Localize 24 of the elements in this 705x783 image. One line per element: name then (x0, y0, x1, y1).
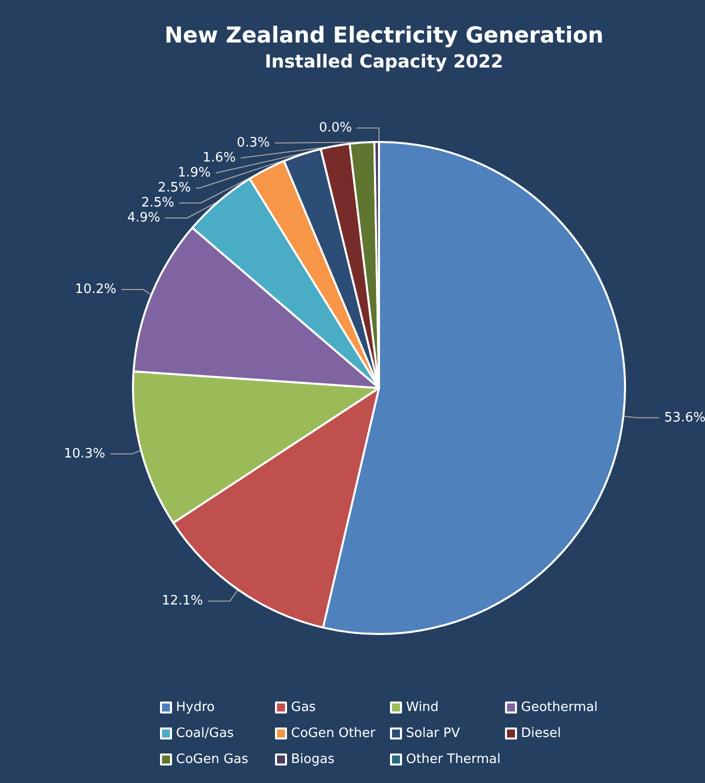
legend-label: CoGen Other (291, 726, 376, 741)
data-label: 0.3% (236, 136, 270, 150)
data-label: 12.1% (162, 594, 204, 609)
data-label: 53.6% (664, 410, 705, 426)
data-label: 4.9% (127, 210, 160, 226)
data-label: 10.2% (75, 282, 116, 298)
legend-label: CoGen Gas (176, 752, 249, 767)
data-label: 2.5% (158, 180, 191, 196)
legend-label: Biogas (291, 752, 335, 767)
chart-subtitle: Installed Capacity 2022 (264, 52, 504, 72)
data-label: 10.3% (64, 446, 106, 462)
legend-label: Geothermal (521, 700, 598, 715)
text: 0.0% (318, 120, 352, 136)
legend-label: Diesel (521, 726, 562, 741)
legend-label: Gas (291, 700, 316, 715)
data-label: 1.9% (178, 166, 211, 180)
legend-label: Other Thermal (406, 752, 501, 767)
legend-label: Hydro (176, 700, 215, 715)
legend-label: Wind (406, 700, 439, 715)
legend-label: Coal/Gas (176, 726, 234, 741)
chart-title: New Zealand Electricity Generation (164, 24, 604, 48)
data-label: 2.5% (141, 196, 174, 210)
legend-label: Solar PV (406, 726, 460, 741)
data-label: 1.6% (202, 150, 236, 166)
